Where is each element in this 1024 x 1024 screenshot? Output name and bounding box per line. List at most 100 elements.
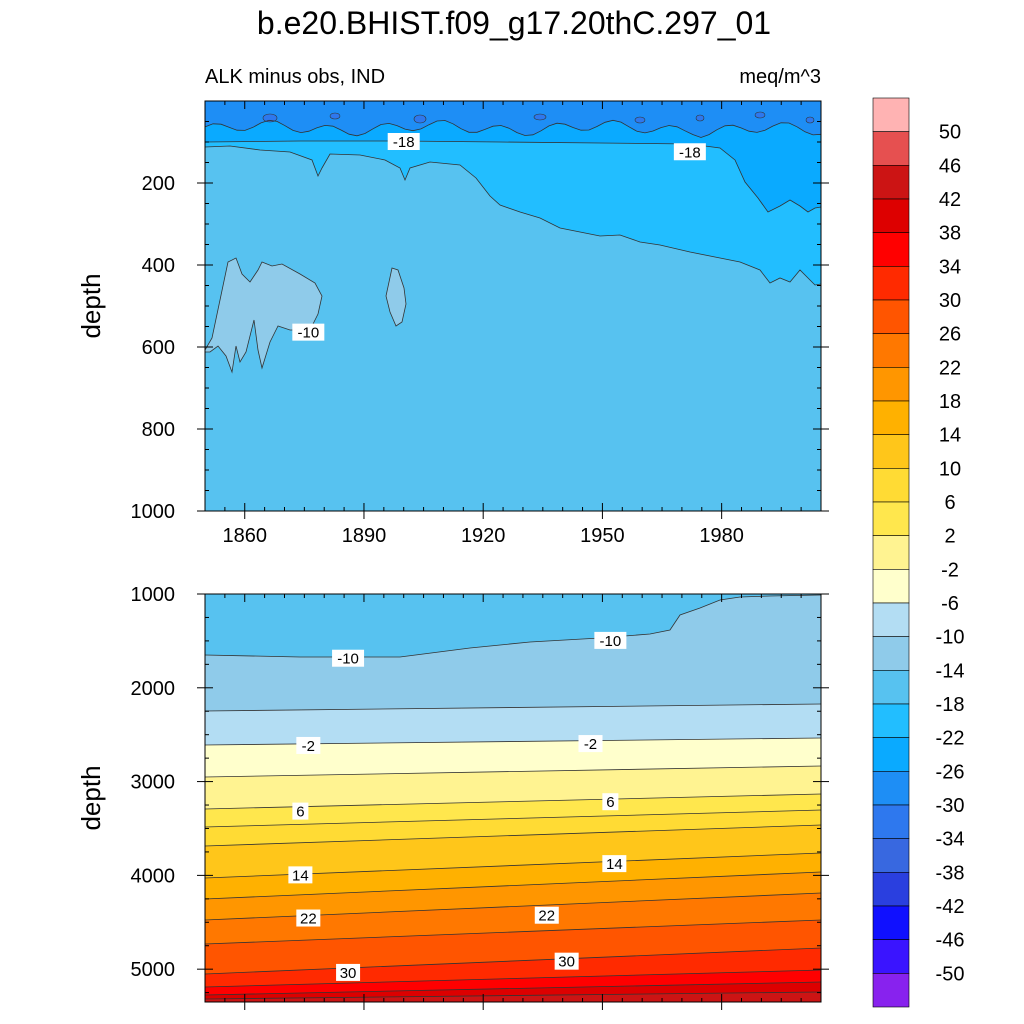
upper-fill-patch-m30	[262, 113, 278, 123]
colorbar-label: 30	[939, 290, 961, 312]
lower-contour-line-p2	[204, 765, 822, 778]
upper-x-tick-label: 1980	[699, 525, 744, 547]
colorbar-swatch	[872, 501, 910, 536]
upper-contour-label-box	[292, 323, 325, 341]
lower-contour-label: 14	[606, 856, 623, 873]
upper-fill-patch-m30	[329, 112, 341, 120]
upper-contour-label-box	[387, 133, 420, 150]
lower-contour-label: -10	[600, 633, 622, 650]
lower-contour-line-p14	[204, 824, 822, 847]
lower-y-tick-label: 2000	[131, 678, 176, 700]
colorbar-swatch	[872, 468, 910, 503]
upper-contour-label-box	[673, 143, 706, 161]
colorbar-label: 34	[939, 256, 961, 278]
colorbar-swatch	[872, 367, 910, 402]
colorbar-label: 2	[944, 526, 955, 548]
lower-contour-line-p42	[204, 981, 822, 996]
colorbar-label: -38	[936, 862, 965, 884]
upper-x-tick-label: 1920	[461, 525, 506, 547]
upper-y-tick-label: 400	[142, 255, 175, 277]
lower-contour-label-box	[332, 649, 365, 667]
colorbar-label: -26	[936, 761, 965, 783]
upper-x-tick-label: 1950	[580, 525, 625, 547]
lower-contour-line-p46	[204, 991, 822, 1000]
colorbar-swatch	[872, 771, 910, 806]
upper-fill-region-m10-small	[385, 267, 407, 327]
lower-y-tick-label: 1000	[131, 584, 176, 606]
colorbar-label: -30	[936, 795, 965, 817]
lower-contour-label: 22	[300, 911, 317, 928]
colorbar-swatch	[872, 569, 910, 604]
colorbar-label: 42	[939, 189, 961, 211]
upper-fill-patch-m30	[413, 114, 427, 124]
colorbar-label: 14	[939, 425, 961, 447]
lower-panel: depth -10 -10 -2 -2 6 6 14 14 22 22 30 30 1000 2000 3…	[76, 584, 829, 1010]
lower-contour-label-box	[554, 952, 579, 970]
colorbar-label: 6	[944, 492, 955, 514]
lower-y-axis-label: depth	[76, 765, 106, 830]
colorbar-label: -10	[936, 627, 965, 649]
lower-contour-label-box	[296, 736, 321, 754]
lower-contour-label-box	[288, 866, 313, 884]
lower-contour-label: 6	[606, 794, 614, 811]
colorbar-swatch	[872, 198, 910, 233]
lower-contour-label-box	[602, 855, 627, 873]
colorbar-swatch	[872, 670, 910, 705]
colorbar-label: 26	[939, 324, 961, 346]
upper-contour-label: -10	[297, 325, 319, 342]
lower-contour-line-p34	[204, 947, 822, 975]
lower-contour-label-box	[578, 735, 603, 753]
colorbar-swatch	[872, 266, 910, 301]
lower-contour-label-box	[594, 631, 627, 649]
lower-y-tick-label: 3000	[131, 772, 176, 794]
colorbar-swatch	[872, 232, 910, 267]
colorbar-label: 18	[939, 391, 961, 413]
upper-x-tick-label: 1860	[222, 525, 267, 547]
colorbar-label: -22	[936, 728, 965, 750]
upper-y-tick-label: 200	[142, 173, 175, 195]
colorbar-swatch	[872, 400, 910, 435]
lower-contour-label-box	[292, 802, 309, 820]
upper-y-tick-label: 800	[142, 419, 175, 441]
colorbar-swatch	[872, 703, 910, 738]
colorbar-label: -2	[941, 559, 959, 581]
colorbar-swatch	[872, 434, 910, 469]
lower-contour-line-p22	[204, 871, 822, 900]
upper-panel: ALK minus obs, IND meq/m^3 depth -18 -18 -…	[76, 66, 829, 547]
colorbar-label: -14	[936, 660, 965, 682]
lower-contour-label: 30	[340, 965, 357, 982]
colorbar-label: 10	[939, 458, 961, 480]
lower-contour-label: 22	[538, 908, 555, 925]
upper-left-label: ALK minus obs, IND	[205, 66, 385, 88]
lower-contour-line-p38	[204, 969, 822, 988]
colorbar-swatch	[872, 939, 910, 974]
upper-y-tick-label: 1000	[131, 501, 176, 523]
upper-y-tick-label: 600	[142, 337, 175, 359]
upper-fill-patch-m30	[533, 113, 547, 121]
colorbar-swatch	[872, 872, 910, 907]
upper-fill-patch-m30	[754, 111, 766, 119]
colorbar-label: 50	[939, 122, 961, 144]
colorbar-swatch	[872, 602, 910, 637]
colorbar-swatch	[872, 535, 910, 570]
lower-contour-label: -2	[302, 738, 315, 755]
colorbar-swatch	[872, 131, 910, 166]
colorbar-swatch	[872, 299, 910, 334]
colorbar-label: -34	[936, 829, 965, 851]
lower-contour-label-box	[534, 906, 559, 924]
lower-contour-label-box	[296, 909, 321, 927]
lower-contour-line-p30	[204, 919, 822, 945]
colorbar-swatch	[872, 165, 910, 200]
colorbar-label: -46	[936, 930, 965, 952]
colorbar: 50 46 42 38 34 30 26 22 18 14 10 6 2 -2 -6 -10 -14 -18 -22…	[872, 97, 965, 1008]
upper-contour-label: -18	[393, 134, 415, 151]
colorbar-swatch	[872, 333, 910, 368]
upper-contour-label: -18	[679, 144, 701, 161]
upper-contour-line-m22	[204, 119, 822, 138]
upper-right-label: meq/m^3	[739, 66, 821, 88]
lower-contour-line-m10	[204, 594, 822, 658]
lower-fill-band-p46	[205, 992, 821, 1002]
upper-y-axis-label: depth	[76, 273, 106, 338]
colorbar-swatch	[872, 973, 910, 1008]
lower-y-tick-label: 4000	[131, 865, 176, 887]
